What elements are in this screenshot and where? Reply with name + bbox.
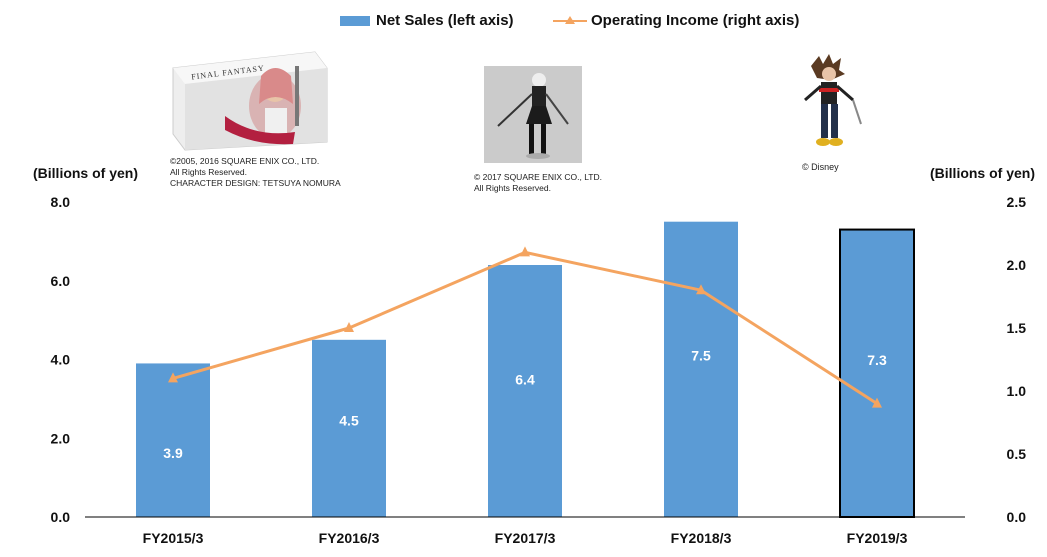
legend-swatch-line — [553, 15, 587, 26]
x-axis-category-label: FY2018/3 — [671, 530, 732, 546]
bar-data-label: 6.4 — [515, 371, 535, 387]
left-axis-tick-label: 8.0 — [51, 194, 71, 210]
credit-final-fantasy: ©2005, 2016 SQUARE ENIX CO., LTD. All Ri… — [170, 156, 341, 189]
figure-sora-art — [804, 54, 862, 146]
right-axis-tick-label: 1.5 — [1007, 320, 1027, 336]
right-axis-tick-label: 2.5 — [1007, 194, 1027, 210]
right-axis-tick-label: 0.0 — [1007, 509, 1027, 525]
operating-income-marker — [696, 284, 706, 295]
bar-net-sales — [664, 221, 738, 517]
final-fantasy-box-image: FINAL FANTASY — [165, 46, 330, 152]
bar-net-sales — [488, 265, 562, 517]
legend-swatch-bar — [340, 15, 370, 26]
credit-figure-2b: © 2017 SQUARE ENIX CO., LTD. All Rights … — [474, 172, 602, 194]
right-axis-tick-label: 2.0 — [1007, 257, 1027, 273]
right-axis-unit: (Billions of yen) — [930, 165, 1035, 181]
legend: Net Sales (left axis) Operating Income (… — [0, 12, 1047, 34]
operating-income-layer — [168, 246, 882, 408]
left-axis-tick-label: 0.0 — [51, 509, 71, 525]
figure-sora-image — [783, 52, 878, 156]
bar-net-sales — [839, 228, 915, 518]
legend-item-net-sales: Net Sales (left axis) — [340, 12, 514, 29]
final-fantasy-box-art — [172, 51, 328, 151]
x-axis-category-label: FY2016/3 — [319, 530, 380, 546]
left-axis-unit: (Billions of yen) — [33, 165, 138, 181]
credit-line: All Rights Reserved. — [170, 167, 248, 177]
x-axis-category-label: FY2017/3 — [495, 530, 556, 546]
credit-line: ©2005, 2016 SQUARE ENIX CO., LTD. — [170, 156, 320, 166]
credit-line: All Rights Reserved. — [474, 183, 552, 193]
credit-line: © 2017 SQUARE ENIX CO., LTD. — [474, 172, 602, 182]
credit-disney: © Disney — [802, 162, 839, 173]
labels-layer: 3.9 4.5 6.4 7.5 7.3 0.0 2.0 4.0 6.0 8.0 0.0 0.5 1.0 1… — [51, 194, 1027, 546]
right-axis-tick-label: 0.5 — [1007, 446, 1027, 462]
right-axis-tick-label: 1.0 — [1007, 383, 1027, 399]
bar-net-sales — [312, 339, 386, 517]
operating-income-marker — [872, 397, 882, 408]
x-axis-category-label: FY2019/3 — [847, 530, 908, 546]
bar-net-sales — [136, 363, 210, 517]
legend-item-operating-income: Operating Income (right axis) — [553, 12, 799, 29]
figure-2b-art — [484, 66, 582, 163]
bar-data-label: 7.5 — [691, 348, 711, 364]
left-axis-tick-label: 4.0 — [51, 352, 71, 368]
left-axis-tick-label: 2.0 — [51, 430, 71, 446]
operating-income-marker — [520, 246, 530, 257]
legend-label-net-sales: Net Sales (left axis) — [376, 12, 514, 29]
bar-data-label: 4.5 — [339, 413, 359, 429]
bars-layer — [136, 221, 915, 518]
x-axis-category-label: FY2015/3 — [143, 530, 204, 546]
bar-data-label: 3.9 — [163, 445, 183, 461]
operating-income-marker — [344, 322, 354, 332]
figure-2b-image — [484, 66, 582, 163]
credit-line: CHARACTER DESIGN: TETSUYA NOMURA — [170, 178, 341, 188]
left-axis-tick-label: 6.0 — [51, 273, 71, 289]
operating-income-marker — [168, 372, 178, 383]
legend-label-operating-income: Operating Income (right axis) — [591, 12, 800, 29]
credit-line: © Disney — [802, 162, 839, 172]
bar-data-label: 7.3 — [867, 352, 887, 368]
